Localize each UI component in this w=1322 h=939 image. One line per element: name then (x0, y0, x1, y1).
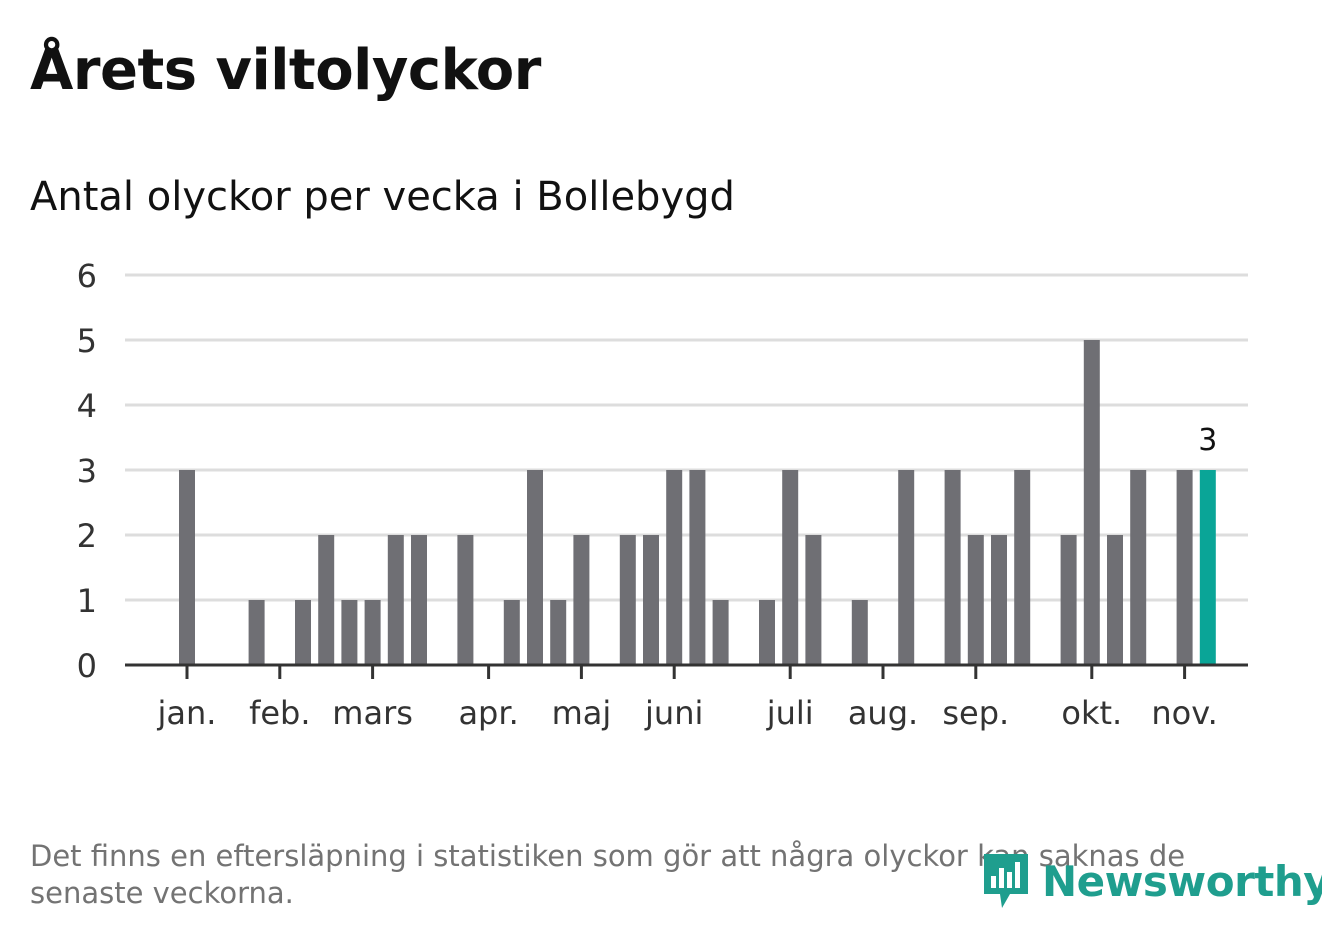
x-tick-label: mars (332, 694, 413, 732)
x-tick-label: sep. (942, 694, 1009, 732)
data-label: 3 (1198, 423, 1217, 458)
y-tick-label: 5 (77, 322, 97, 360)
bar (387, 535, 404, 665)
bar (573, 535, 590, 665)
x-tick-label: nov. (1151, 694, 1217, 732)
x-tick-label: apr. (458, 694, 518, 732)
bar (341, 600, 358, 665)
data-labels: 3 (1198, 423, 1217, 458)
y-tick-label: 6 (77, 257, 97, 295)
x-tick-label: aug. (848, 694, 918, 732)
bar (782, 470, 799, 665)
bar-highlight (1199, 470, 1216, 665)
bar (805, 535, 822, 665)
x-tick-label: okt. (1061, 694, 1122, 732)
x-tick-label: feb. (249, 694, 310, 732)
bar (898, 470, 915, 665)
bar (248, 600, 265, 665)
bar (295, 600, 311, 665)
bar (712, 600, 729, 665)
bar (1176, 470, 1193, 665)
bar (527, 470, 543, 665)
bar (179, 470, 195, 665)
newsworthy-logo-text: Newsworthy (1042, 856, 1322, 906)
bar (364, 600, 381, 665)
newsworthy-logo-icon (984, 854, 1028, 908)
y-tick-label: 2 (77, 517, 97, 555)
chart-subtitle: Antal olyckor per vecka i Bollebygd (30, 174, 735, 220)
y-axis-ticks: 0 1 2 3 4 5 6 (77, 257, 97, 685)
bar (991, 535, 1007, 665)
x-axis-ticks: jan. feb. mars apr. maj juni juli aug. sep. okt. n… (157, 665, 1218, 732)
bar (1130, 470, 1147, 665)
bar (457, 535, 474, 665)
y-tick-label: 1 (77, 582, 97, 620)
bar (759, 600, 775, 665)
bar (1014, 470, 1031, 665)
bars (179, 340, 1216, 665)
bar (1060, 535, 1077, 665)
x-tick-label: jan. (157, 694, 217, 732)
x-tick-label: juni (644, 694, 703, 732)
x-tick-label: maj (552, 694, 612, 732)
bar (689, 470, 706, 665)
bar (619, 535, 636, 665)
chart-title: Årets viltolyckor (30, 38, 541, 103)
bar (503, 600, 520, 665)
x-tick-label: juli (766, 694, 814, 732)
y-tick-label: 0 (77, 647, 97, 685)
bar (851, 600, 868, 665)
y-tick-label: 3 (77, 452, 97, 490)
grid-lines (125, 273, 1248, 602)
bar (411, 535, 427, 665)
bar (318, 535, 335, 665)
bar (944, 470, 961, 665)
bar (1107, 535, 1123, 665)
bar (643, 535, 659, 665)
y-tick-label: 4 (77, 387, 97, 425)
bar (1083, 340, 1100, 665)
bar (550, 600, 567, 665)
bar (666, 470, 683, 665)
newsworthy-logo: Newsworthy (980, 850, 1322, 912)
bar (967, 535, 984, 665)
